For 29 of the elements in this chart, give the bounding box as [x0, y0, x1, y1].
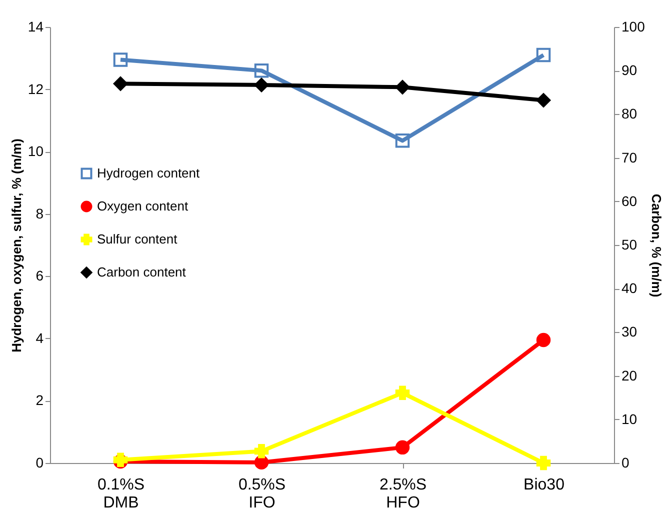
y-tick-label: 10	[28, 143, 44, 160]
legend-label: Carbon content	[97, 264, 186, 280]
y2-tick-label: 80	[622, 106, 638, 122]
y-tick-label: 8	[36, 205, 44, 222]
x-tick-label: 0.5%S IFO	[238, 476, 286, 512]
y2-tick-label: 100	[622, 18, 646, 34]
y2-tick-label: 0	[622, 454, 630, 470]
y-tick-label: 0	[36, 454, 44, 470]
x-tick-label: 0.1%S DMB	[97, 476, 145, 512]
legend-label: Oxygen content	[97, 198, 188, 214]
y2-tick-label: 50	[622, 236, 638, 252]
y2-tick-label: 30	[622, 324, 638, 340]
y2-tick-label: 20	[622, 367, 638, 384]
y2-tick-label: 60	[622, 192, 638, 209]
y-tick-label: 4	[36, 330, 44, 346]
y-axis-title: Hydrogen, oxygen, sulfur, % (m/m)	[8, 138, 24, 352]
legend-label: Sulfur content	[97, 232, 178, 246]
y-tick-label: 6	[36, 268, 44, 284]
x-tick-label: Bio30	[524, 476, 565, 494]
y-tick-label: 2	[36, 392, 44, 408]
y2-tick-label: 10	[622, 410, 638, 427]
y2-axis-title: Carbon, % (m/m)	[648, 194, 664, 298]
legend-label: Hydrogen content	[97, 166, 200, 180]
y2-tick-label: 40	[622, 280, 638, 296]
y-tick-label: 12	[28, 80, 44, 97]
y-tick-label: 14	[28, 18, 44, 34]
y2-tick-label: 70	[622, 149, 638, 166]
x-tick-label: 2.5%S HFO	[379, 476, 427, 512]
y2-tick-label: 90	[622, 62, 638, 78]
